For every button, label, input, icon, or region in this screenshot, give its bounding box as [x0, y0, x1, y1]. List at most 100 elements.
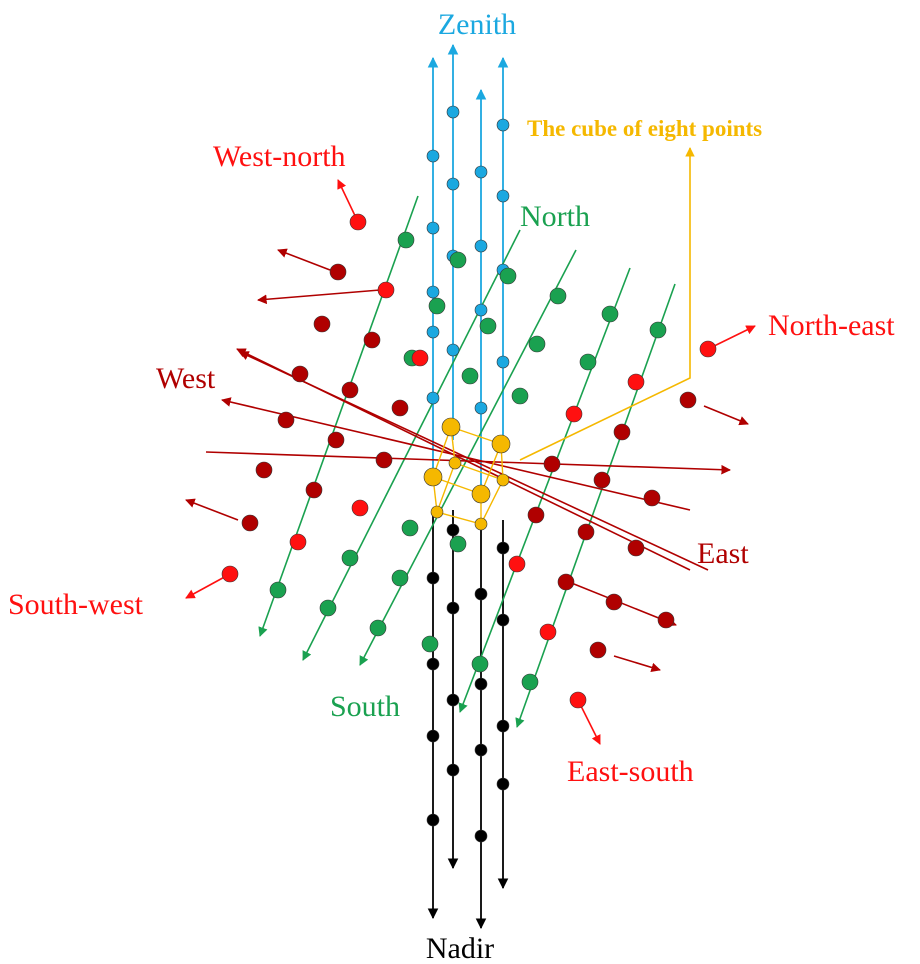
cube-vertex: [474, 517, 488, 531]
label-south-west: South-west: [8, 588, 144, 621]
east-west-point: [577, 523, 595, 541]
nadir-point: [496, 777, 510, 791]
east-west-point: [327, 431, 345, 449]
zenith-point: [446, 105, 460, 119]
north-south-point: [391, 569, 409, 587]
north-south-point: [511, 387, 529, 405]
north-south-point: [479, 317, 497, 335]
east-west-point: [329, 263, 347, 281]
cube-vertex: [496, 473, 510, 487]
diagonal-arrows: [185, 179, 756, 745]
east-west-point: [313, 315, 331, 333]
north-south-point: [499, 267, 517, 285]
label-nadir: Nadir: [426, 932, 494, 964]
nadir-point: [474, 587, 488, 601]
cube-vertex: [471, 484, 491, 504]
nadir-point: [496, 613, 510, 627]
north-south-point: [269, 581, 287, 599]
diagonal-point: [569, 691, 587, 709]
diagonal-point: [539, 623, 557, 641]
east-west-point: [657, 611, 675, 629]
zenith-point: [496, 355, 510, 369]
label-north: North: [520, 200, 590, 233]
nadir-point: [474, 677, 488, 691]
zenith-point: [474, 239, 488, 253]
east-west-point: [627, 539, 645, 557]
north-south-point: [428, 297, 446, 315]
label-east: East: [697, 537, 749, 570]
zenith-point: [426, 221, 440, 235]
zenith-point: [496, 118, 510, 132]
east-west-point: [527, 506, 545, 524]
east-west-point: [605, 593, 623, 611]
north-south-point: [401, 519, 419, 537]
zenith-point: [496, 189, 510, 203]
diagonal-point: [221, 565, 239, 583]
diagonal-point: [377, 281, 395, 299]
north-south-point: [521, 673, 539, 691]
east-west-point: [305, 481, 323, 499]
cube-vertex: [448, 456, 462, 470]
north-south-point: [449, 535, 467, 553]
east-west-point: [291, 365, 309, 383]
diagonal-point: [411, 349, 429, 367]
east-west-point: [593, 471, 611, 489]
zenith-point: [426, 285, 440, 299]
nadir-point: [446, 763, 460, 777]
east-west-point: [543, 455, 561, 473]
nadir-point: [426, 657, 440, 671]
nadir-column: [427, 510, 509, 930]
label-south: South: [330, 690, 400, 723]
north-south-point: [397, 231, 415, 249]
east-west-point: [589, 641, 607, 659]
diagonal-point: [565, 405, 583, 423]
north-south-point: [579, 353, 597, 371]
cube-pointer: [519, 147, 695, 461]
east-west-point: [375, 451, 393, 469]
east-west-point: [679, 391, 697, 409]
zenith-point: [446, 177, 460, 191]
east-west-point: [557, 573, 575, 591]
cube-vertex: [491, 434, 511, 454]
zenith-point: [474, 165, 488, 179]
label-east-south: East-south: [567, 755, 694, 788]
diagonal-point: [627, 373, 645, 391]
east-west-point: [363, 331, 381, 349]
label-north-east: North-east: [768, 309, 895, 342]
points: [221, 105, 717, 843]
north-south-point: [549, 287, 567, 305]
diagonal-point: [349, 213, 367, 231]
nadir-point: [496, 541, 510, 555]
zenith-point: [446, 343, 460, 357]
zenith-point: [426, 149, 440, 163]
cube-vertex: [423, 467, 443, 487]
label-west-north: West-north: [213, 140, 346, 173]
diagonal-point: [289, 533, 307, 551]
east-west-lines: [185, 248, 749, 673]
zenith-point: [426, 391, 440, 405]
nadir-point: [446, 693, 460, 707]
north-south-point: [601, 305, 619, 323]
east-west-point: [277, 411, 295, 429]
nadir-point: [496, 719, 510, 733]
label-west: West: [156, 362, 216, 395]
north-south-point: [461, 367, 479, 385]
east-west-point: [643, 489, 661, 507]
cube-vertex: [430, 505, 444, 519]
north-south-point: [421, 635, 439, 653]
nadir-point: [446, 523, 460, 537]
label-cube: The cube of eight points: [527, 116, 762, 141]
north-south-point: [649, 321, 667, 339]
east-west-point: [255, 461, 273, 479]
label-zenith: Zenith: [438, 8, 516, 41]
nadir-point: [426, 729, 440, 743]
east-west-point: [241, 514, 259, 532]
north-south-point: [471, 655, 489, 673]
north-south-point: [319, 599, 337, 617]
north-south-point: [528, 335, 546, 353]
zenith-point: [474, 401, 488, 415]
nadir-point: [426, 813, 440, 827]
east-west-point: [391, 399, 409, 417]
zenith-point: [474, 303, 488, 317]
east-west-point: [341, 381, 359, 399]
